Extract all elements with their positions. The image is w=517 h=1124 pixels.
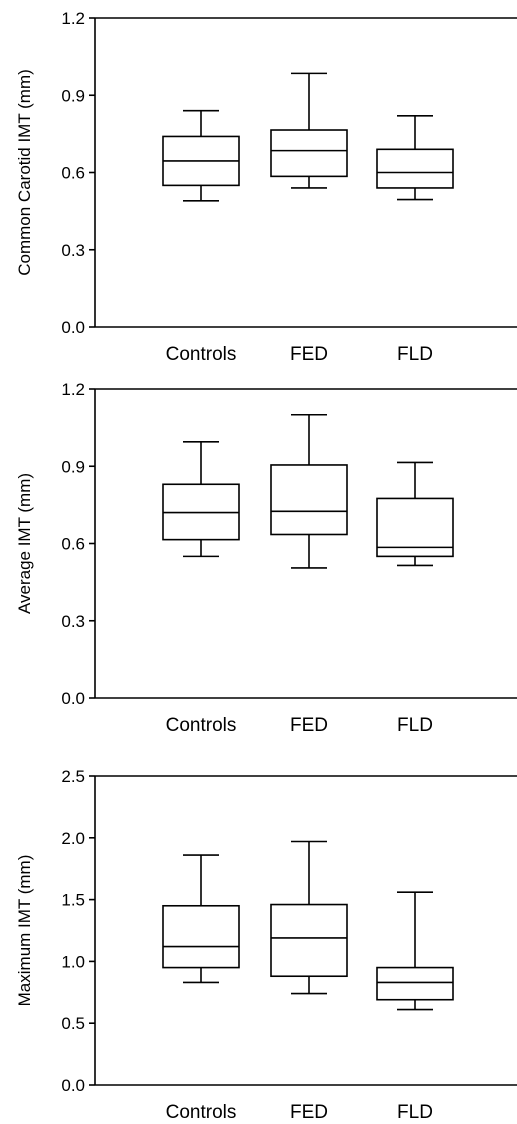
iqr-box — [376, 966, 454, 1001]
x-tick-label: Controls — [166, 344, 237, 365]
y-tick-label: 1.2 — [61, 9, 85, 28]
iqr-box — [162, 904, 240, 969]
box-fed — [270, 413, 348, 569]
chart-panel-1: 0.0 0.3 0.6 0.9 1.2 Common Carotid IMT (mm) Co… — [15, 9, 517, 365]
iqr-box — [270, 903, 348, 978]
y-tick-label: 0.3 — [61, 612, 85, 631]
box-fed — [270, 72, 348, 189]
y-tick-label: 0.3 — [61, 241, 85, 260]
y-tick-label: 0.6 — [61, 535, 85, 554]
box-controls — [162, 854, 240, 984]
y-tick-label: 0.6 — [61, 164, 85, 183]
x-tick-label: FLD — [397, 715, 433, 736]
y-tick-label: 0.0 — [61, 318, 85, 337]
x-tick-label: FED — [290, 715, 328, 736]
chart-panel-3: 0.0 0.5 1.0 1.5 2.0 2.5 Maximum IMT (mm) Contro… — [15, 767, 517, 1123]
y-tick-label: 1.0 — [61, 952, 85, 971]
box-fld — [376, 891, 454, 1011]
box-fld — [376, 115, 454, 201]
y-tick-label: 0.5 — [61, 1014, 85, 1033]
box-fld — [376, 461, 454, 567]
iqr-box — [270, 464, 348, 536]
box-fed — [270, 840, 348, 995]
box-controls — [162, 109, 240, 202]
y-tick-label: 0.9 — [61, 457, 85, 476]
y-tick-label: 2.5 — [61, 767, 85, 786]
x-tick-label: FLD — [397, 1102, 433, 1123]
y-tick-label: 0.9 — [61, 86, 85, 105]
x-tick-label: Controls — [166, 715, 237, 736]
box-controls — [162, 440, 240, 558]
y-axis-label: Average IMT (mm) — [15, 473, 34, 614]
y-axis-label: Maximum IMT (mm) — [15, 855, 34, 1007]
y-axis-label: Common Carotid IMT (mm) — [15, 69, 34, 276]
y-tick-label: 1.2 — [61, 380, 85, 399]
x-tick-label: FED — [290, 1102, 328, 1123]
iqr-box — [376, 497, 454, 558]
x-tick-label: FED — [290, 344, 328, 365]
y-tick-label: 2.0 — [61, 829, 85, 848]
iqr-box — [376, 148, 454, 189]
x-tick-label: FLD — [397, 344, 433, 365]
x-tick-label: Controls — [166, 1102, 237, 1123]
chart-panel-2: 0.0 0.3 0.6 0.9 1.2 Average IMT (mm) Controls F… — [15, 380, 517, 736]
y-tick-label: 1.5 — [61, 891, 85, 910]
y-tick-label: 0.0 — [61, 689, 85, 708]
iqr-box — [270, 129, 348, 178]
y-tick-label: 0.0 — [61, 1076, 85, 1095]
